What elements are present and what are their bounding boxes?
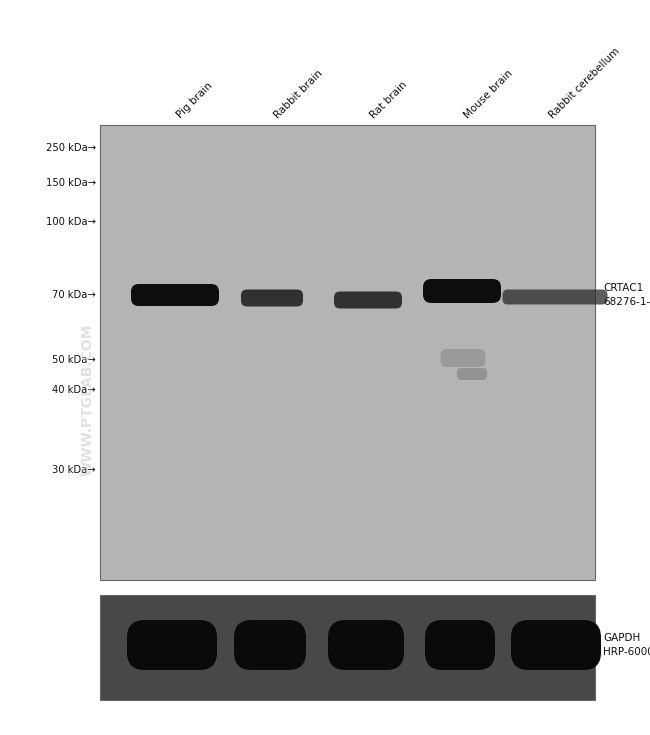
FancyBboxPatch shape: [131, 284, 219, 306]
FancyBboxPatch shape: [511, 620, 601, 670]
FancyBboxPatch shape: [127, 620, 217, 670]
FancyBboxPatch shape: [457, 368, 487, 380]
FancyBboxPatch shape: [241, 290, 303, 306]
Text: Rabbit cerebellum: Rabbit cerebellum: [547, 46, 621, 120]
Text: 30 kDa→: 30 kDa→: [53, 465, 96, 475]
Text: 40 kDa→: 40 kDa→: [53, 385, 96, 395]
Text: GAPDH
HRP-60004: GAPDH HRP-60004: [603, 633, 650, 657]
Text: 100 kDa→: 100 kDa→: [46, 217, 96, 227]
FancyBboxPatch shape: [502, 290, 608, 304]
FancyBboxPatch shape: [234, 620, 306, 670]
FancyBboxPatch shape: [328, 620, 404, 670]
Text: 250 kDa→: 250 kDa→: [46, 143, 96, 153]
FancyBboxPatch shape: [334, 292, 402, 309]
Text: Rat brain: Rat brain: [368, 79, 409, 120]
FancyBboxPatch shape: [423, 279, 501, 303]
Bar: [100, 125, 595, 580]
Text: 50 kDa→: 50 kDa→: [52, 355, 96, 365]
Text: 70 kDa→: 70 kDa→: [52, 290, 96, 300]
Text: Rabbit brain: Rabbit brain: [272, 68, 324, 120]
Bar: [100, 595, 595, 700]
FancyBboxPatch shape: [425, 620, 495, 670]
Text: Mouse brain: Mouse brain: [462, 68, 514, 120]
Text: Pig brain: Pig brain: [175, 81, 215, 120]
FancyBboxPatch shape: [441, 349, 486, 367]
Text: CRTAC1
68276-1-Ig: CRTAC1 68276-1-Ig: [603, 283, 650, 307]
Text: 150 kDa→: 150 kDa→: [46, 178, 96, 188]
Text: WWW.PTGLAB.COM: WWW.PTGLAB.COM: [81, 323, 95, 476]
